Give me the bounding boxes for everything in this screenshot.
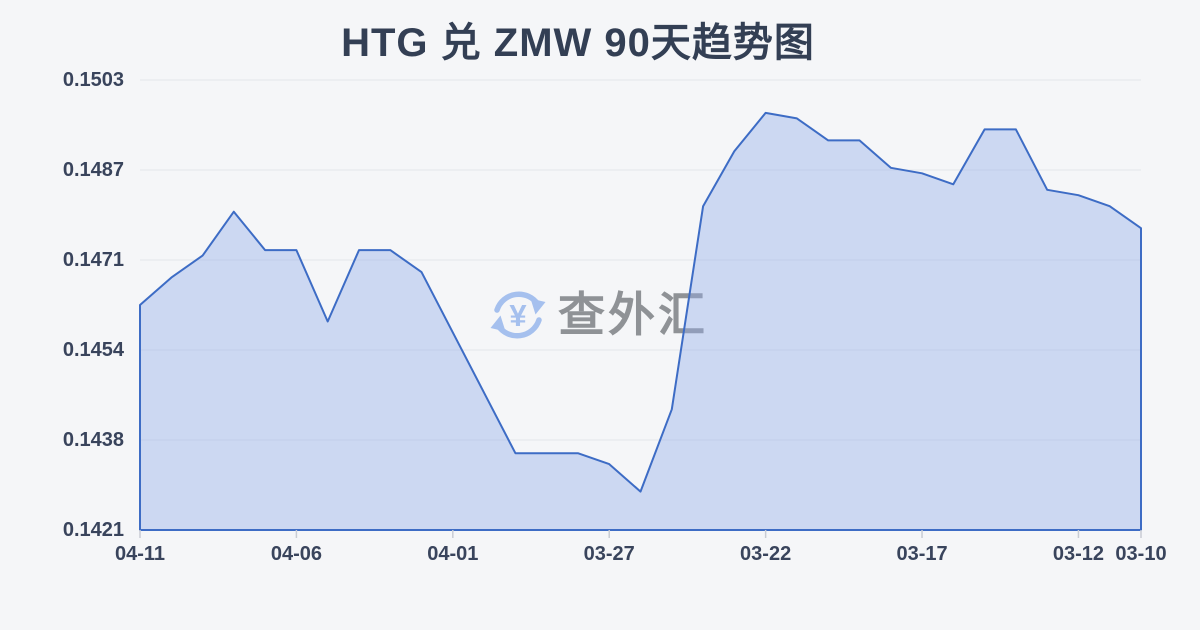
currency-exchange-refresh-icon: ¥ bbox=[490, 291, 546, 339]
x-axis-ticks bbox=[139, 530, 1142, 538]
page-title: HTG 兑 ZMW 90天趋势图 bbox=[341, 21, 815, 65]
watermark-text: 查外汇 bbox=[558, 288, 708, 341]
watermark: ¥ 查外汇 bbox=[486, 283, 708, 347]
yuan-symbol: ¥ bbox=[509, 298, 527, 333]
trend-area-series bbox=[139, 111, 1142, 531]
trend-area bbox=[139, 111, 1142, 531]
